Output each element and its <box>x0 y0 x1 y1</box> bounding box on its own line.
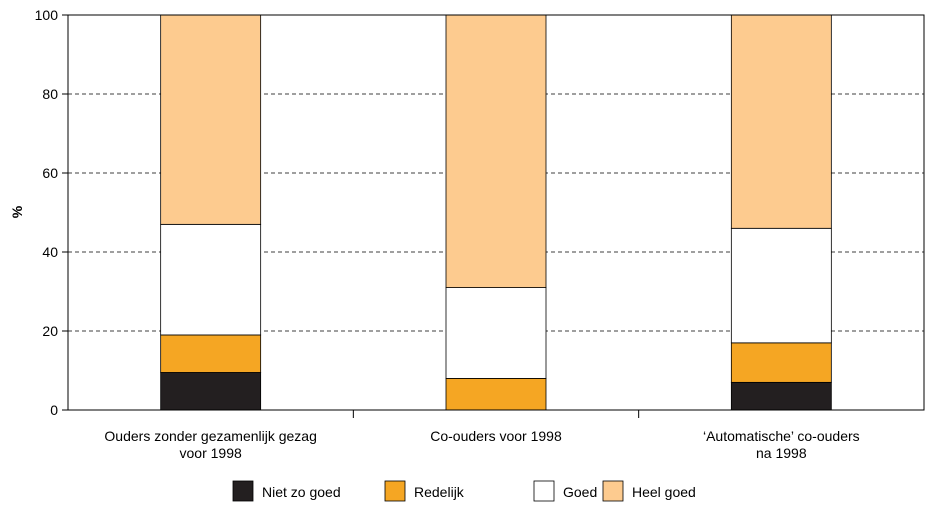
bar-2-series-2 <box>445 377 547 411</box>
bar-3-series-1 <box>730 381 832 411</box>
legend-swatch-2 <box>384 480 406 502</box>
legend: Niet zo goed Redelijk Goed Heel goed <box>232 480 696 502</box>
bar-3-series-3 <box>730 227 832 344</box>
plot-frame <box>67 14 925 411</box>
bar-1-series-2 <box>160 334 262 373</box>
axes <box>62 14 925 418</box>
bars <box>160 14 832 411</box>
legend-swatch-3 <box>533 480 555 502</box>
y-tick-labels: 0 20 40 60 80 100 <box>35 7 59 418</box>
category-label-2-line-1: Co-ouders voor 1998 <box>430 428 562 444</box>
category-label-1-line-2: voor 1998 <box>180 445 242 461</box>
legend-label-1: Niet zo goed <box>262 484 341 500</box>
category-label-1-line-1: Ouders zonder gezamenlijk gezag <box>104 428 316 444</box>
legend-label-3: Goed <box>563 484 597 500</box>
bar-1-series-4 <box>160 14 262 225</box>
bar-1-series-1 <box>160 372 262 411</box>
bar-2-series-3 <box>445 287 547 379</box>
y-axis-label: % <box>9 205 25 218</box>
legend-swatch-4 <box>602 480 624 502</box>
y-tick-label-80: 80 <box>42 86 58 102</box>
category-label-3-line-2: na 1998 <box>756 445 807 461</box>
bar-1-series-3 <box>160 223 262 336</box>
category-label-3-line-1: ‘Automatische’ co-ouders <box>703 428 860 444</box>
y-tick-label-20: 20 <box>42 323 58 339</box>
legend-label-2: Redelijk <box>414 484 465 500</box>
bar-2-series-4 <box>445 14 547 288</box>
legend-label-4: Heel goed <box>632 484 696 500</box>
bar-3-series-4 <box>730 14 832 229</box>
y-tick-label-0: 0 <box>50 402 58 418</box>
bar-3-series-2 <box>730 342 832 383</box>
y-tick-label-40: 40 <box>42 244 58 260</box>
y-tick-label-60: 60 <box>42 165 58 181</box>
y-tick-label-100: 100 <box>35 7 59 23</box>
legend-swatch-1 <box>232 480 254 502</box>
